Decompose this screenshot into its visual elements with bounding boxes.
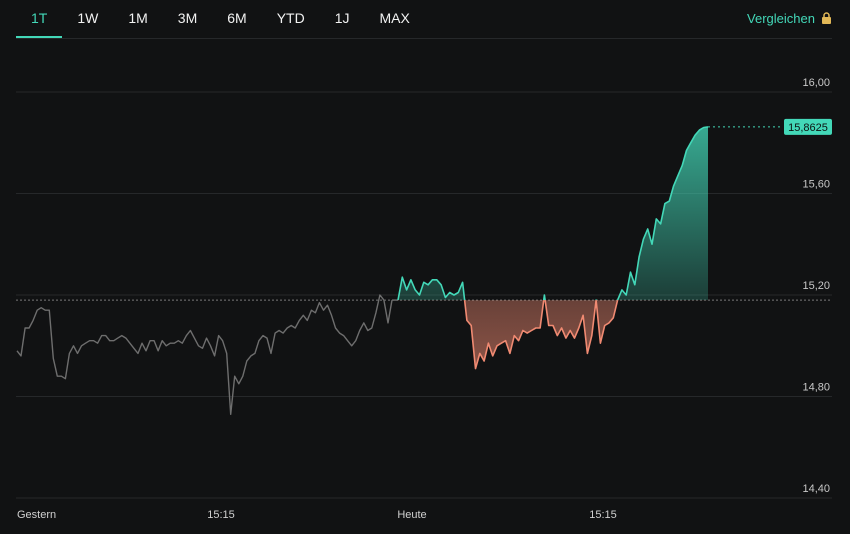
last-price-badge [784,118,832,135]
last-price-label: 15,8625 [788,122,828,134]
x-tick-label: Heute [397,509,426,521]
loss-area [398,300,618,369]
tab-max[interactable]: MAX [379,10,410,26]
tab-ytd[interactable]: YTD [276,10,305,26]
y-tick-label: 15,20 [802,280,830,292]
tab-1t[interactable]: 1T [16,0,63,38]
tab-1w[interactable]: 1W [77,10,99,26]
tabs-divider [16,38,832,39]
lock-icon [821,12,832,24]
y-tick-label: 15,60 [802,179,830,191]
x-tick-label: 15:15 [589,509,617,521]
tab-1m[interactable]: 1M [128,10,148,26]
timeframe-tabs: 1T 1W 1M 3M 6M YTD 1J MAX [16,0,425,38]
series-line-previous-day [16,294,393,415]
compare-label: Vergleichen [747,10,815,26]
y-tick-label: 16,00 [802,77,830,89]
tab-6m[interactable]: 6M [227,10,247,26]
y-tick-label: 14,80 [802,382,830,394]
gain-area [398,126,708,301]
series-line-today-down [397,300,619,370]
series-line-today-up [397,126,709,301]
x-tick-label: Gestern [17,509,56,521]
y-tick-label: 14,40 [802,483,830,495]
x-tick-label: 15:15 [207,509,235,521]
compare-button[interactable]: Vergleichen [747,0,832,36]
tab-1j[interactable]: 1J [334,10,350,26]
tab-3m[interactable]: 3M [177,10,198,26]
